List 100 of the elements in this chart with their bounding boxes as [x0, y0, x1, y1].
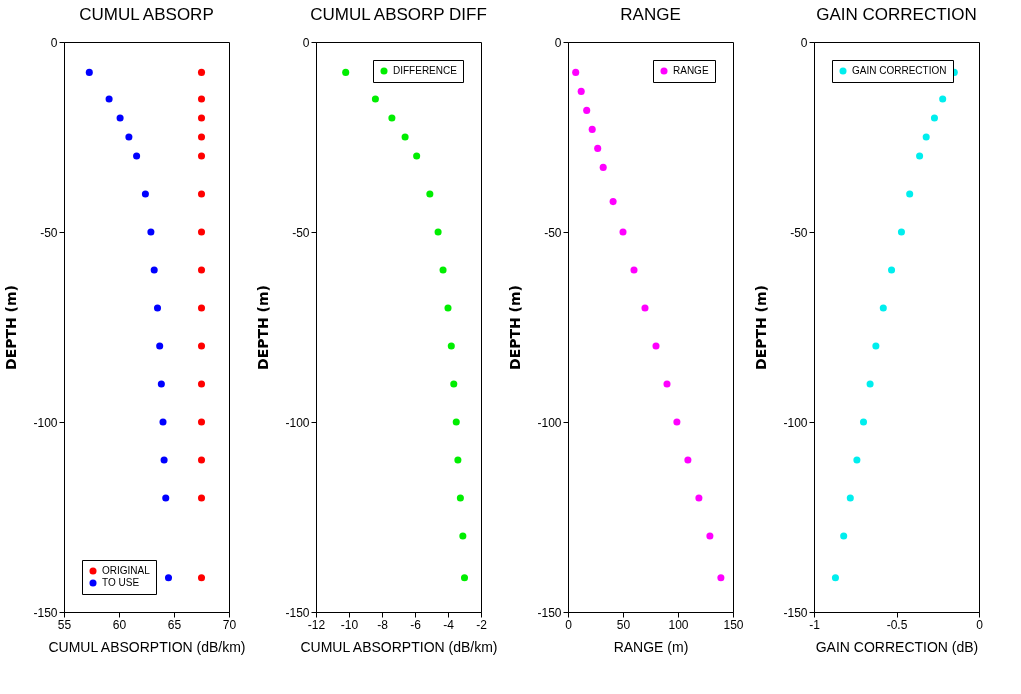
legend-label: DIFFERENCE — [393, 65, 458, 76]
x-tick-label: 0 — [565, 617, 573, 632]
point — [866, 380, 874, 388]
point — [147, 228, 155, 236]
point — [116, 114, 124, 122]
point — [684, 456, 692, 464]
point — [197, 190, 206, 198]
y-axis-title: DEPTH (m) — [255, 285, 272, 370]
y-tick-label: -50 — [40, 225, 58, 240]
point — [906, 190, 914, 198]
legend-label: ORIGINAL — [102, 565, 151, 576]
point — [916, 152, 924, 160]
point — [897, 228, 905, 236]
x-tick-label: 65 — [167, 617, 182, 632]
point — [459, 532, 467, 540]
point — [939, 95, 947, 103]
point — [663, 380, 671, 388]
point — [133, 152, 141, 160]
chart-title: RANGE — [620, 5, 681, 24]
point — [444, 304, 452, 312]
y-tick-label: -150 — [33, 605, 58, 620]
point — [588, 125, 596, 133]
y-tick-label: -100 — [537, 415, 562, 430]
x-tick-label: 50 — [616, 617, 631, 632]
point — [673, 418, 681, 426]
point — [872, 342, 880, 350]
y-axis-title: DEPTH (m) — [753, 285, 770, 370]
x-tick-label: 60 — [112, 617, 127, 632]
point — [197, 456, 206, 464]
point — [197, 304, 206, 312]
point — [434, 228, 442, 236]
point — [157, 380, 165, 388]
point — [930, 114, 938, 122]
point — [85, 68, 93, 76]
x-axis-title: CUMUL ABSORPTION (dB/km) — [300, 638, 498, 655]
chart-title: CUMUL ABSORP DIFF — [310, 5, 487, 24]
point — [197, 494, 206, 502]
point — [695, 494, 703, 502]
point — [879, 304, 887, 312]
point — [162, 494, 170, 502]
x-tick-label: 100 — [668, 617, 689, 632]
point — [447, 342, 455, 350]
y-tick-label: 0 — [302, 35, 310, 50]
point — [717, 574, 725, 582]
point — [197, 418, 206, 426]
x-tick-label: 150 — [723, 617, 744, 632]
point — [141, 190, 149, 198]
point — [197, 133, 206, 141]
point — [164, 574, 173, 582]
point — [450, 380, 458, 388]
point — [197, 342, 206, 350]
y-tick-label: -150 — [783, 605, 808, 620]
point — [160, 456, 168, 464]
point — [706, 532, 714, 540]
x-tick-label: -6 — [410, 617, 422, 632]
point — [197, 228, 206, 236]
x-tick-label: -1 — [809, 617, 821, 632]
y-tick-label: -50 — [790, 225, 808, 240]
point — [156, 342, 164, 350]
x-tick-label: -0.5 — [886, 617, 908, 632]
point — [197, 574, 206, 582]
x-tick-label: 70 — [222, 617, 237, 632]
point — [859, 418, 868, 426]
point — [413, 152, 421, 160]
point — [594, 144, 602, 152]
chart-title: GAIN CORRECTION — [816, 5, 977, 24]
legend-label: GAIN CORRECTION — [852, 65, 947, 76]
y-tick-label: 0 — [800, 35, 808, 50]
y-tick-label: -100 — [783, 415, 808, 430]
point — [609, 198, 617, 206]
point — [105, 95, 113, 103]
x-tick-label: -2 — [476, 617, 488, 632]
point — [426, 190, 434, 198]
point — [577, 87, 585, 95]
point — [197, 114, 206, 122]
chart-title: CUMUL ABSORP — [79, 5, 214, 24]
point — [831, 574, 839, 582]
point — [630, 266, 638, 274]
point — [401, 133, 409, 141]
point — [153, 304, 162, 312]
point — [460, 574, 469, 582]
point — [846, 494, 854, 502]
point — [888, 266, 896, 274]
x-tick-label: 55 — [57, 617, 72, 632]
y-axis-title: DEPTH (m) — [3, 285, 20, 370]
legend-label: TO USE — [102, 577, 140, 588]
y-tick-label: -150 — [285, 605, 310, 620]
point — [599, 163, 607, 171]
x-tick-label: -10 — [340, 617, 359, 632]
point — [922, 133, 930, 141]
point — [452, 418, 460, 426]
y-tick-label: -150 — [537, 605, 562, 620]
y-tick-label: 0 — [554, 35, 562, 50]
point — [197, 266, 206, 274]
y-tick-label: 0 — [50, 35, 58, 50]
y-axis-title: DEPTH (m) — [507, 285, 524, 370]
legend-label: RANGE — [673, 65, 709, 76]
x-tick-label: -12 — [307, 617, 326, 632]
x-tick-label: -4 — [443, 617, 455, 632]
point — [583, 106, 591, 114]
